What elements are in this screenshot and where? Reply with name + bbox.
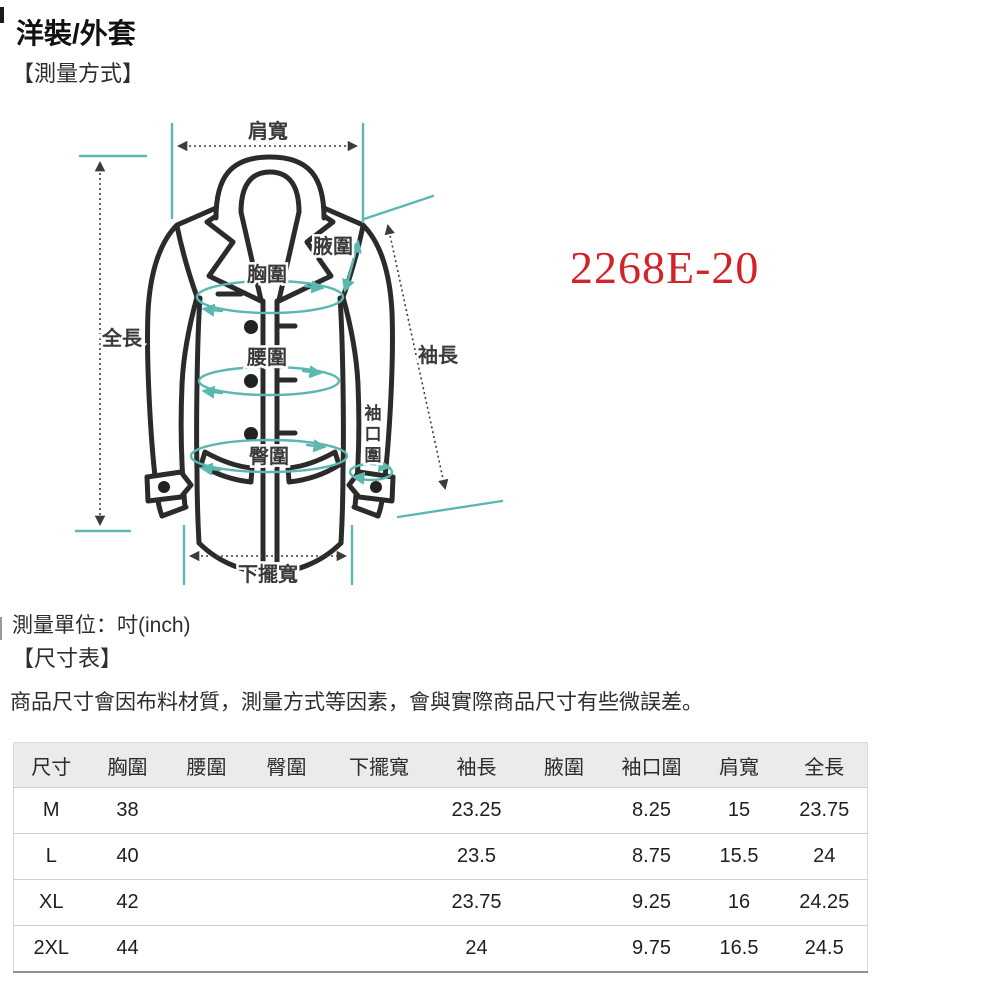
page-title: 洋裝/外套 <box>16 18 136 49</box>
label-full-length: 全長 <box>101 326 143 350</box>
size-cell: 16.5 <box>719 937 759 959</box>
size-cell: XL <box>13 879 89 926</box>
measurement-annotations <box>74 122 504 586</box>
label-cuff-char-2: 口 <box>365 425 382 444</box>
table-row-l: L 40 23.5 8.75 15.5 24 <box>13 833 868 880</box>
label-armpit: 腋圍 <box>313 234 353 258</box>
col-header-sleeve: 袖長 <box>431 742 522 788</box>
button <box>244 320 258 334</box>
size-cell <box>246 833 327 880</box>
label-chest: 胸圍 <box>247 262 287 286</box>
col-header-size: 尺寸 <box>13 742 89 788</box>
size-cell <box>521 879 607 926</box>
size-cell: 24.25 <box>781 879 868 926</box>
diagram-labels: 肩寬 全長 腋圍 胸圍 腰圍 袖長 臀圍 下擺寬 袖 口 圍 <box>99 117 462 589</box>
size-cell: M <box>13 787 89 834</box>
col-header-length: 全長 <box>781 742 868 788</box>
size-cell: L <box>13 833 89 880</box>
size-cell <box>246 879 327 926</box>
left-edge-artifact-mid <box>0 617 2 640</box>
col-header-armpit: 腋圍 <box>521 742 607 788</box>
label-cuff-char-1: 袖 <box>365 403 382 423</box>
size-cell: 23.25 <box>431 787 522 834</box>
size-cell: 38 <box>88 787 167 834</box>
label-waist: 腰圍 <box>246 346 287 369</box>
size-cell <box>327 926 432 973</box>
size-cell <box>166 879 247 926</box>
size-note: 商品尺寸會因布料材質，測量方式等因素，會與實際商品尺寸有些微誤差。 <box>10 691 703 714</box>
table-row-xl: XL 42 23.75 9.25 16 24.25 <box>13 879 868 926</box>
size-cell: 24 <box>781 833 868 880</box>
size-cell: 15 <box>696 787 782 834</box>
label-shoulder-width: 肩寬 <box>248 119 288 143</box>
size-cell: 24.5 <box>804 937 844 959</box>
section-size-table: 【尺寸表】 <box>12 646 123 671</box>
size-cell <box>521 833 607 880</box>
size-cell: 42 <box>88 879 167 926</box>
size-cell <box>326 879 432 926</box>
button <box>244 427 258 441</box>
size-cell: 9.25 <box>606 879 697 926</box>
size-cell: 8.25 <box>606 787 697 834</box>
jacket-measurement-diagram: 肩寬 全長 腋圍 胸圍 腰圍 袖長 臀圍 下擺寬 袖 口 圍 <box>74 117 504 589</box>
label-sleeve-length: 袖長 <box>418 343 459 367</box>
size-cell <box>167 926 247 973</box>
col-header-hip: 臀圍 <box>246 742 327 788</box>
label-hem-width: 下擺寬 <box>238 562 298 586</box>
size-cell <box>522 926 607 973</box>
size-cell: 15.5 <box>696 833 782 880</box>
size-table-header-row: 尺寸 胸圍 腰圍 臀圍 下擺寬 袖長 腋圍 袖口圍 肩寬 全長 <box>13 742 868 788</box>
col-header-hem: 下擺寬 <box>326 742 432 788</box>
size-cell: 24 <box>465 937 488 959</box>
size-cell: 2XL <box>33 937 70 959</box>
button <box>244 374 258 388</box>
label-cuff-char-3: 圍 <box>365 446 382 465</box>
col-header-waist: 腰圍 <box>166 742 247 788</box>
size-cell <box>166 833 247 880</box>
size-cell <box>246 787 327 834</box>
col-header-cuff: 袖口圍 <box>606 742 697 788</box>
size-cell <box>247 926 327 973</box>
unit-line: 測量單位：吋(inch) <box>12 614 191 637</box>
left-edge-artifact-top <box>0 7 4 23</box>
size-table: 尺寸 胸圍 腰圍 臀圍 下擺寬 袖長 腋圍 袖口圍 肩寬 全長 M 38 23.… <box>13 742 868 973</box>
size-cell: 23.5 <box>431 833 522 880</box>
col-header-chest: 胸圍 <box>88 742 167 788</box>
size-cell: 40 <box>88 833 167 880</box>
product-code: 2268E-20 <box>570 242 760 293</box>
size-cell: 9.75 <box>632 937 671 959</box>
size-cell: 8.75 <box>606 833 697 880</box>
table-row-m: M 38 23.25 8.25 15 23.75 <box>13 787 868 834</box>
section-measure-method: 【測量方式】 <box>12 61 145 86</box>
label-hip: 臀圍 <box>249 445 289 468</box>
size-cell <box>166 787 247 834</box>
size-cell: 23.75 <box>781 787 868 834</box>
size-cell <box>326 787 432 834</box>
table-row-2xl: 2XL 44 24 9.75 16.5 24.5 <box>14 926 868 973</box>
size-cell: 23.75 <box>431 879 522 926</box>
size-cell: 16 <box>696 879 782 926</box>
size-cell: 44 <box>116 937 139 959</box>
size-cell <box>521 787 607 834</box>
col-header-shoulder: 肩寬 <box>696 742 782 788</box>
size-cell <box>326 833 432 880</box>
